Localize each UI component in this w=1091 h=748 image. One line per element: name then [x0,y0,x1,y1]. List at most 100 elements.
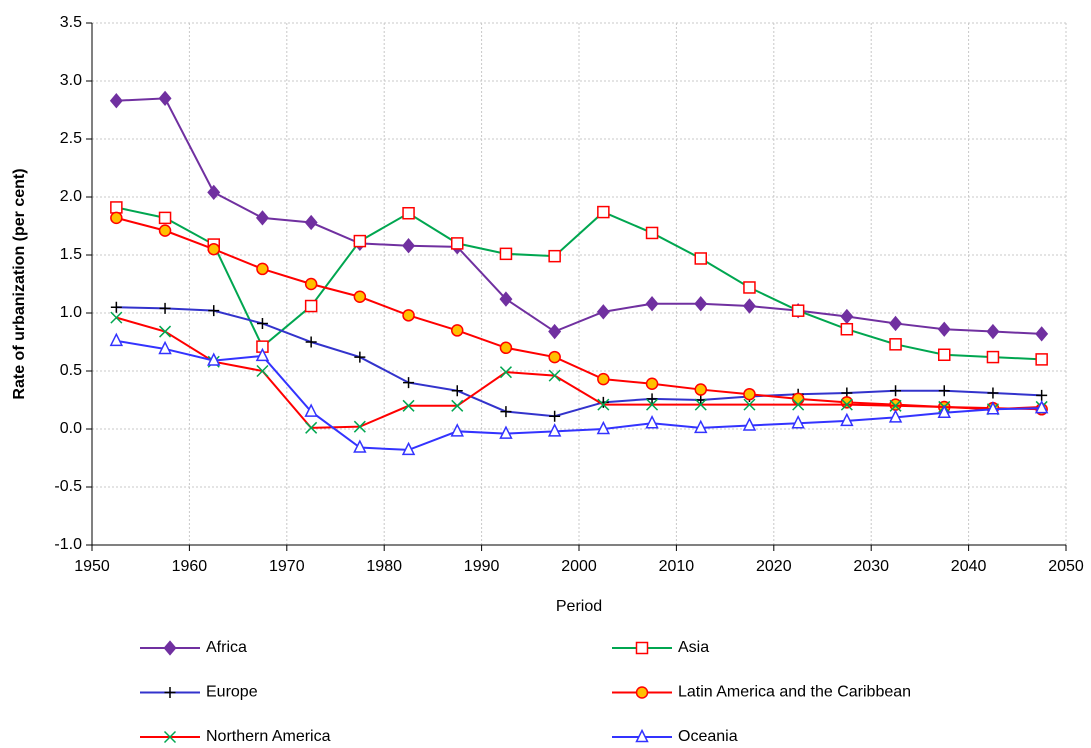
marker [451,237,464,250]
marker [742,417,757,431]
x-tick-label: 1980 [366,558,402,575]
marker [742,298,756,314]
marker [305,421,318,434]
marker [499,247,513,261]
marker [499,341,513,355]
marker [645,377,659,391]
marker [499,291,513,307]
legend-marker [635,641,649,655]
marker [938,348,951,362]
marker [694,383,707,396]
marker [256,317,268,329]
marker [937,404,951,419]
marker [694,252,707,265]
y-tick-label: 1.0 [60,304,82,321]
marker [840,396,854,409]
y-tick-label: 2.0 [60,188,82,205]
marker [596,420,611,435]
marker [743,398,756,411]
marker [986,350,1000,364]
marker [1035,353,1048,366]
y-axis-label: Rate of urbanization (per cent) [11,168,28,399]
marker [596,304,610,320]
marker [889,315,903,332]
marker [451,324,464,337]
marker [402,206,415,220]
marker [255,347,270,362]
marker [645,415,659,429]
marker [207,184,221,201]
marker [597,205,610,219]
marker [304,214,318,231]
series-line [116,216,1042,411]
marker [499,425,513,439]
marker [888,409,903,423]
x-axis-label: Period [556,598,602,615]
marker [549,410,561,422]
marker [791,415,805,429]
marker [597,372,610,386]
marker [743,387,756,401]
marker [110,211,123,225]
legend-marker [164,687,176,698]
marker [256,262,269,276]
marker [256,364,269,378]
y-tick-label: 2.5 [60,130,82,147]
marker [1035,326,1049,342]
marker [207,352,221,366]
marker [547,423,562,437]
marker [548,323,562,340]
series-line [116,306,1042,418]
marker [840,398,853,411]
marker [986,323,1000,340]
legend-label: Oceania [678,728,738,745]
marker [889,398,902,411]
marker [158,224,172,237]
x-tick-label: 1970 [269,558,305,575]
y-tick-label: -0.5 [54,478,82,495]
legend-label: Africa [206,639,247,656]
y-tick-label: 3.5 [60,14,82,31]
y-tick-label: -1.0 [54,536,82,553]
marker [402,238,416,254]
marker [597,398,610,411]
marker [499,366,512,379]
marker [500,406,512,418]
marker [646,393,658,405]
series-line [116,206,1042,361]
legend-label: Asia [678,639,709,656]
marker [548,249,561,263]
legend-label: Northern America [206,728,331,745]
marker [451,399,464,412]
marker [937,321,951,337]
x-tick-label: 2030 [853,558,889,575]
marker [255,210,269,226]
legend-marker [635,686,649,699]
marker [451,385,463,397]
marker [791,392,805,406]
marker [304,299,318,313]
x-tick-label: 1950 [74,558,110,575]
x-tick-label: 2040 [951,558,987,575]
marker [110,301,122,313]
marker [840,322,854,336]
marker [646,398,659,411]
marker [694,296,708,312]
marker [353,290,367,304]
marker [109,93,123,109]
marker [401,441,416,456]
legend-label: Europe [206,684,258,701]
marker [743,281,756,294]
marker [986,401,1000,415]
legend-marker [163,730,177,744]
marker [158,211,172,225]
marker [354,351,366,363]
legend-marker [635,728,649,743]
marker [403,377,415,389]
x-tick-label: 2050 [1048,558,1084,575]
marker [402,399,415,412]
marker [792,398,805,411]
x-tick-label: 2000 [561,558,597,575]
series-line [116,316,1042,429]
